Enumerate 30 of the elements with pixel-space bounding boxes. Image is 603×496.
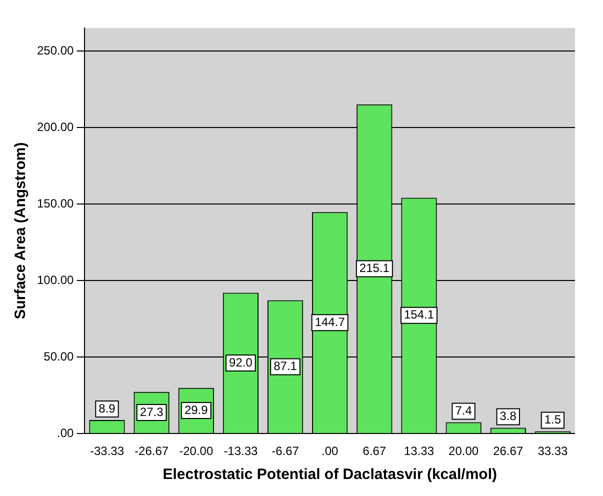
y-tick-label: 250.00 [37, 43, 74, 58]
x-tick-label: 6.67 [362, 444, 386, 458]
data-label: 1.5 [544, 412, 562, 427]
x-axis-title: Electrostatic Potential of Daclatasvir (kcal/mol) [162, 466, 497, 484]
x-tick-label: .00 [322, 444, 339, 458]
y-tick-label: 100.00 [37, 272, 74, 287]
data-label: 29.9 [184, 402, 208, 417]
data-label: 144.7 [314, 314, 346, 329]
x-tick-label: -26.67 [134, 444, 169, 458]
data-label: 154.1 [404, 308, 434, 322]
data-label: 8.9 [98, 401, 116, 416]
data-label: 87.1 [274, 359, 298, 374]
data-label: 27.3 [140, 404, 164, 419]
x-tick-label: -6.67 [272, 444, 300, 458]
x-tick-label: 13.33 [404, 444, 434, 458]
data-label: 3.8 [500, 409, 517, 424]
y-tick-label: 200.00 [37, 120, 74, 134]
y-tick-label: 50.00 [44, 349, 74, 364]
data-label: 215.1 [359, 261, 390, 276]
data-label: 7.4 [455, 404, 472, 418]
x-tick-label: -20.00 [179, 444, 214, 458]
x-tick-label: -13.33 [224, 444, 258, 458]
x-tick-label: 20.00 [448, 444, 479, 458]
y-tick-label: 150.00 [37, 196, 74, 210]
y-axis-title: Surface Area (Angstrom) [12, 142, 30, 320]
x-tick-label: 33.33 [538, 444, 568, 458]
x-tick-label: -33.33 [90, 444, 124, 458]
x-tick-label: 26.67 [493, 444, 524, 458]
y-tick-label: .00 [57, 426, 74, 440]
data-label: 92.0 [229, 355, 253, 370]
